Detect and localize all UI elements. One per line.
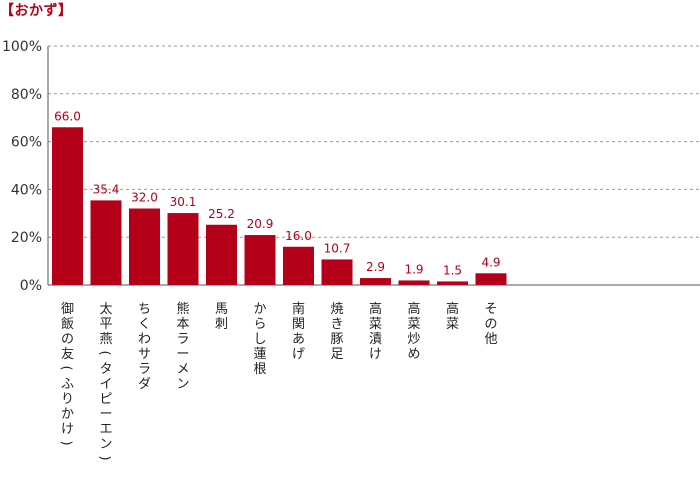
data-label: 10.7: [324, 241, 351, 255]
bar: [244, 235, 276, 285]
category-label-char: の: [484, 317, 497, 332]
category-label-char: 炒: [407, 332, 420, 347]
category-label-char: め: [407, 347, 420, 362]
y-tick-label: 40%: [11, 182, 42, 198]
category-label-char: 菜: [446, 317, 459, 332]
bar: [475, 273, 507, 285]
category-label-char: タ: [99, 362, 112, 377]
category-label-char: 蓮: [253, 347, 266, 362]
category-label-char: そ: [484, 302, 497, 317]
category-label-char: 関: [292, 317, 305, 332]
data-label: 30.1: [170, 195, 197, 209]
category-label-char: け: [369, 347, 382, 362]
y-tick-label: 0%: [20, 278, 42, 294]
category-label-char: し: [253, 332, 266, 347]
category-label-char: エ: [99, 422, 112, 437]
category-label-char: 御: [61, 302, 74, 317]
bar: [398, 280, 430, 285]
category-label-char: メ: [176, 362, 189, 377]
category-label-char: イ: [99, 377, 112, 392]
category-label-char: 高: [446, 301, 459, 317]
category-label-char: サ: [138, 347, 151, 362]
category-label-char: 友: [61, 346, 74, 362]
category-label-char: 根: [253, 362, 266, 377]
category-label-char: か: [61, 407, 74, 422]
category-label-char: ン: [176, 377, 189, 392]
category-label-char: ラ: [176, 332, 189, 347]
data-label: 16.0: [285, 229, 312, 243]
category-label-char: (: [97, 350, 112, 355]
bar: [52, 127, 83, 285]
category-label-char: ン: [99, 437, 112, 452]
category-label-char: 刺: [215, 317, 228, 332]
bar: [206, 224, 237, 285]
data-label: 4.9: [481, 255, 500, 269]
category-label-char: ら: [253, 317, 266, 332]
y-tick-label: 80%: [11, 87, 42, 103]
category-label-char: 足: [330, 347, 343, 362]
bar: [129, 208, 160, 285]
y-tick-label: 20%: [11, 230, 42, 246]
bar: [437, 281, 468, 285]
category-label-char: 豚: [330, 332, 343, 347]
data-label: 20.9: [247, 217, 274, 231]
y-tick-label: 100%: [2, 39, 42, 55]
category-label-char: ー: [176, 347, 189, 362]
chart-heading: 【おかず】: [0, 3, 73, 19]
category-label-char: ち: [138, 302, 151, 317]
category-label-char: 菜: [369, 317, 382, 332]
data-label: 32.0: [131, 191, 158, 205]
category-label-char: 高: [407, 301, 420, 317]
category-label-char: き: [330, 317, 343, 332]
category-label-char: ): [97, 455, 112, 460]
bar: [360, 278, 391, 285]
category-label-char: り: [61, 392, 74, 407]
category-label-char: 本: [176, 317, 189, 332]
bar: [321, 259, 353, 285]
category-label-char: 菜: [407, 317, 420, 332]
category-label-char: の: [61, 332, 74, 347]
category-label-char: 焼: [330, 302, 343, 317]
category-label-char: ピ: [99, 392, 112, 407]
data-label: 66.0: [54, 109, 81, 123]
category-label-char: ー: [99, 407, 112, 422]
category-label-char: 漬: [369, 332, 382, 347]
category-label-char: 燕: [99, 332, 112, 347]
category-label-char: 熊: [176, 301, 189, 317]
category-label-char: 高: [369, 301, 382, 317]
category-label-char: わ: [138, 332, 151, 347]
category-label-char: 飯: [61, 317, 74, 332]
category-label-char: 太: [99, 302, 112, 317]
category-label-char: ): [59, 440, 74, 445]
data-label: 1.5: [443, 263, 462, 277]
y-tick-label: 60%: [11, 135, 42, 151]
category-label-char: 馬: [215, 302, 228, 317]
category-label-char: 平: [99, 317, 112, 332]
category-label-char: け: [61, 422, 74, 437]
data-label: 2.9: [366, 260, 385, 274]
category-label-char: く: [138, 317, 151, 332]
category-label-char: 南: [292, 301, 305, 317]
bar: [283, 246, 314, 285]
category-label-char: ラ: [138, 362, 151, 377]
category-label-char: か: [253, 302, 266, 317]
bar: [167, 213, 199, 285]
category-label-char: あ: [292, 332, 305, 347]
category-label-char: ダ: [138, 377, 151, 392]
bar: [90, 200, 122, 285]
data-label: 25.2: [208, 207, 235, 221]
category-label-char: 他: [484, 332, 497, 347]
category-label-char: げ: [292, 347, 305, 362]
data-label: 1.9: [404, 262, 423, 276]
data-label: 35.4: [93, 182, 120, 196]
category-label-char: ふ: [61, 377, 74, 392]
category-label-char: (: [59, 365, 74, 370]
